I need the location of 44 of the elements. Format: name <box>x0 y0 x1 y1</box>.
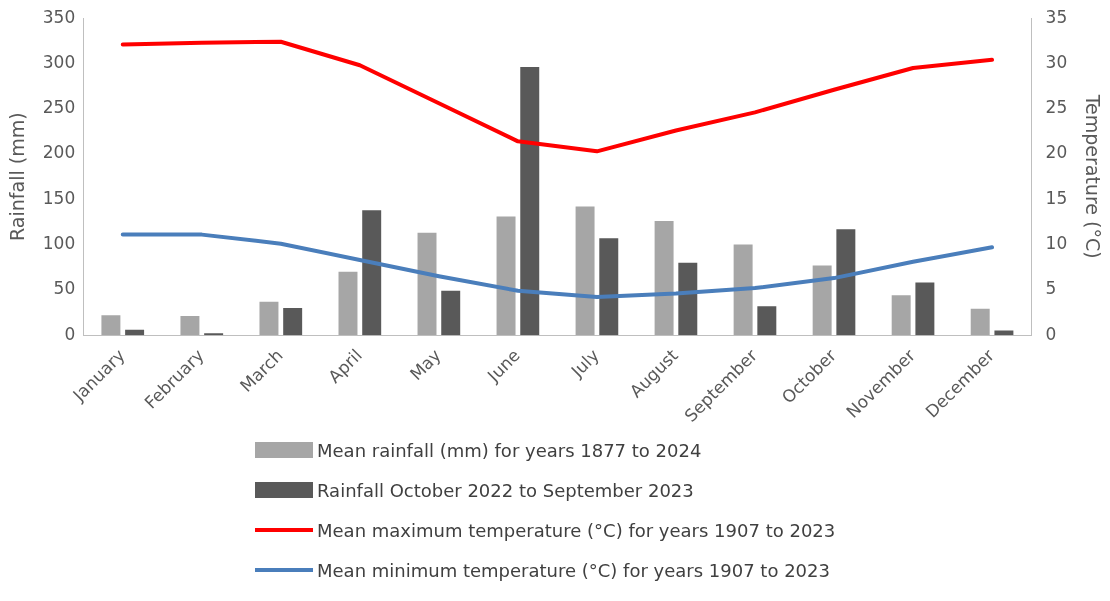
bar <box>496 216 516 336</box>
y-tick-label: 250 <box>42 97 76 118</box>
bar <box>678 262 698 336</box>
bar <box>362 210 382 336</box>
y-axis-title: Rainfall (mm) <box>6 112 29 241</box>
bar <box>101 315 121 336</box>
y-tick-label: 200 <box>42 142 76 163</box>
bar <box>970 308 990 336</box>
y-tick-label: 350 <box>42 6 76 27</box>
y-tick-label: 50 <box>53 278 76 299</box>
y-tick-label: 300 <box>42 51 76 72</box>
y2-tick-label: 20 <box>1045 142 1068 163</box>
legend-label: Mean minimum temperature (°C) for years 1907 to 2023 <box>317 559 830 581</box>
bar <box>259 301 279 336</box>
y2-tick-label: 35 <box>1045 6 1068 27</box>
bar <box>125 329 145 336</box>
bar <box>836 229 856 336</box>
legend-label: Rainfall October 2022 to September 2023 <box>317 479 694 501</box>
bar <box>891 295 911 336</box>
y2-tick-label: 25 <box>1045 97 1068 118</box>
legend-label: Mean rainfall (mm) for years 1877 to 2024 <box>317 439 702 461</box>
bar <box>654 221 674 336</box>
bar <box>338 271 358 336</box>
bar <box>915 282 935 336</box>
bar <box>599 238 619 336</box>
y2-tick-label: 5 <box>1045 278 1057 299</box>
bar <box>520 67 540 336</box>
bar <box>417 232 437 336</box>
bar <box>757 306 777 336</box>
bar <box>812 265 832 336</box>
bar <box>575 206 595 336</box>
bar <box>733 244 753 336</box>
bar <box>283 307 303 336</box>
y2-tick-label: 0 <box>1045 323 1057 344</box>
bar <box>441 290 461 336</box>
y-tick-label: 150 <box>42 187 76 208</box>
legend-label: Mean maximum temperature (°C) for years 1907 to 2023 <box>317 519 836 541</box>
y2-tick-label: 15 <box>1045 187 1068 208</box>
y2-tick-label: 10 <box>1045 233 1068 253</box>
bar <box>180 316 200 336</box>
y2-tick-label: 30 <box>1045 51 1068 72</box>
y2-axis-title: Temperature (°C) <box>1081 93 1104 259</box>
y-tick-label: 100 <box>42 233 76 253</box>
y-tick-label: 0 <box>64 323 76 344</box>
